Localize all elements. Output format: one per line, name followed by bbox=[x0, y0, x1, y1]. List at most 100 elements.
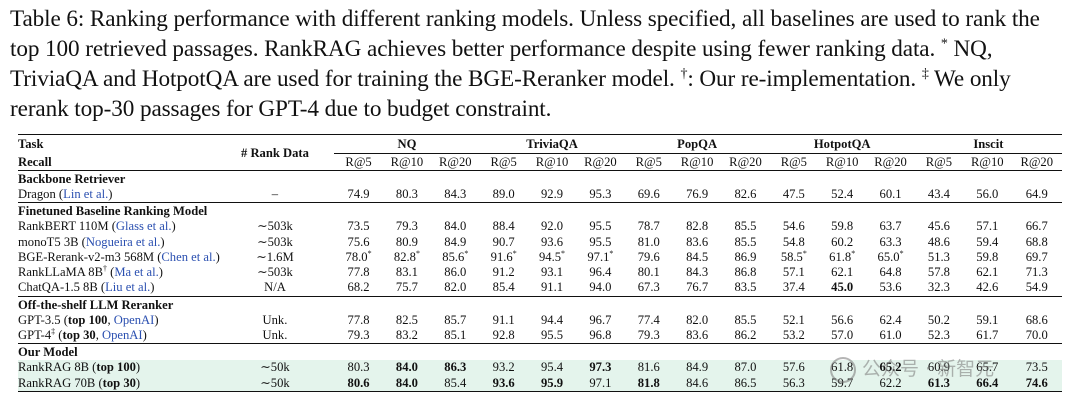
metric-header: R@20 bbox=[439, 155, 472, 169]
recall-value-cell: 54.6 bbox=[782, 219, 805, 234]
recall-value-cell: 52.4 bbox=[831, 187, 854, 201]
header-row-datasets: Task # Rank Data NQ TriviaQA PopQA Hotpo… bbox=[18, 134, 1062, 160]
caption-label: Table 6: bbox=[10, 6, 85, 32]
section-title: Our Model bbox=[18, 343, 1062, 361]
recall-value-cell: 56.6 bbox=[831, 312, 854, 327]
recall-value-cell: 79.3 bbox=[347, 328, 370, 343]
recall-value-cell: 93.1 bbox=[541, 265, 564, 280]
recall-value-cell: 56.3 bbox=[769, 375, 819, 392]
recall-value-cell: 84.9 bbox=[444, 234, 467, 249]
recall-value-cell: 78.0* bbox=[345, 248, 372, 264]
recall-value-cell: 73.5 bbox=[347, 219, 370, 234]
recall-value-cell: 68.2 bbox=[347, 280, 370, 295]
recall-value-cell: 77.8 bbox=[347, 265, 370, 280]
recall-value-cell: 57.1 bbox=[976, 219, 999, 234]
recall-value-cell: 85.5 bbox=[734, 312, 757, 327]
citation-link[interactable]: Ma et al. bbox=[114, 265, 159, 280]
table-row: GPT-4‡ (top 30, OpenAI) Unk. 79.3 83.2 85.1 9… bbox=[18, 327, 1062, 344]
table-row: Dragon (Lin et al.) – 74.9 80.3 84.3 89.0 92.9… bbox=[18, 187, 1062, 203]
model-name-cell: BGE-Rerank-v2-m3 568M (Chen et al.) bbox=[18, 249, 220, 264]
recall-value-cell: 59.8 bbox=[976, 249, 999, 264]
watermark: 公众号 · 新智元 bbox=[830, 354, 994, 383]
metric-header: R@5 bbox=[780, 155, 807, 169]
metric-header: R@20 bbox=[729, 155, 762, 169]
recall-value-cell: 83.5 bbox=[734, 280, 757, 295]
recall-value-cell: 57.1 bbox=[782, 265, 805, 280]
recall-value-cell: 83.6 bbox=[686, 328, 709, 343]
recall-value-cell: 76.9 bbox=[686, 187, 709, 201]
recall-value-cell: 94.0 bbox=[589, 280, 612, 295]
recall-value-cell: 93.6 bbox=[541, 234, 564, 249]
recall-value-cell: 95.3 bbox=[589, 187, 612, 201]
recall-value-cell: 91.2 bbox=[492, 265, 515, 280]
metric-header: R@20 bbox=[874, 155, 907, 169]
citation-link[interactable]: Lin et al. bbox=[63, 187, 109, 201]
table-row: RankBERT 110M (Glass et al.) ∼503k 73.5 79.… bbox=[18, 219, 1062, 234]
recall-value-cell: 82.8 bbox=[686, 219, 709, 234]
citation-link[interactable]: Liu et al. bbox=[105, 280, 151, 295]
citation-link[interactable]: Nogueira et al. bbox=[85, 234, 161, 249]
recall-value-cell: 53.2 bbox=[782, 328, 805, 343]
recall-value-cell: 85.4 bbox=[492, 280, 515, 295]
dataset-header: HotpotQA bbox=[769, 134, 915, 154]
recall-value-cell: 95.9 bbox=[527, 375, 577, 392]
rank-data-cell: ∼50k bbox=[215, 360, 335, 376]
rank-data-cell: ∼503k bbox=[257, 265, 293, 280]
recall-value-cell: 97.1 bbox=[576, 375, 625, 392]
rank-data-cell: Unk. bbox=[262, 328, 288, 343]
recall-value-cell: 68.6 bbox=[1025, 312, 1048, 327]
recall-value-cell: 61.7 bbox=[976, 328, 999, 343]
recall-value-cell: 79.6 bbox=[637, 249, 660, 264]
recall-value-cell: 54.9 bbox=[1025, 280, 1048, 295]
citation-link[interactable]: Glass et al. bbox=[115, 219, 172, 234]
recall-value-cell: 60.9 bbox=[914, 360, 964, 376]
model-name-cell: RankBERT 110M (Glass et al.) bbox=[18, 219, 176, 234]
metric-header: R@5 bbox=[345, 155, 372, 169]
metric-header: R@10 bbox=[970, 155, 1004, 169]
recall-value-cell: 84.9 bbox=[672, 360, 722, 376]
citation-link[interactable]: OpenAI bbox=[113, 312, 155, 327]
recall-value-cell: 87.0 bbox=[721, 360, 770, 376]
header-row-metrics: Recall R@5 R@10 R@20 R@5 R@10 R@20 R@5 R@10 R@20… bbox=[18, 154, 1062, 171]
table-row: RankLLaMA 8B† (Ma et al.) ∼503k 77.8 83.1 86… bbox=[18, 265, 1062, 280]
table-row: ChatQA-1.5 8B (Liu et al.) N/A 68.2 75.7 82.… bbox=[18, 280, 1062, 296]
recall-value-cell: 85.1 bbox=[444, 328, 467, 343]
recall-value-cell: 86.2 bbox=[734, 328, 757, 343]
recall-value-cell: 82.6 bbox=[734, 187, 757, 201]
recall-value-cell: 57.8 bbox=[927, 265, 950, 280]
recall-value-cell: 37.4 bbox=[782, 280, 805, 295]
rank-data-cell: ∼1.6M bbox=[256, 249, 294, 264]
recall-value-cell: 85.7 bbox=[444, 312, 467, 327]
dataset-header: Inscit bbox=[914, 134, 1062, 154]
recall-value-cell: 66.4 bbox=[963, 375, 1012, 392]
recall-value-cell: 62.2 bbox=[866, 375, 915, 392]
recall-value-cell: 81.0 bbox=[637, 234, 660, 249]
recall-value-cell: 94.4 bbox=[541, 312, 564, 327]
recall-value-cell: 97.3 bbox=[576, 360, 625, 376]
recall-value-cell: 83.6 bbox=[686, 234, 709, 249]
recall-value-cell: 53.6 bbox=[879, 280, 902, 295]
recall-value-cell: 60.1 bbox=[879, 187, 902, 201]
recall-value-cell: 92.9 bbox=[541, 187, 564, 201]
recall-value-cell: 73.5 bbox=[1011, 360, 1062, 376]
recall-value-cell: 82.8* bbox=[393, 248, 420, 264]
recall-value-cell: 77.4 bbox=[637, 312, 660, 327]
recall-value-cell: 80.9 bbox=[395, 234, 418, 249]
recall-value-cell: 69.7 bbox=[1025, 249, 1048, 264]
citation-link[interactable]: Chen et al. bbox=[161, 249, 216, 264]
recall-value-cell: 32.3 bbox=[927, 280, 950, 295]
recall-value-cell: 75.7 bbox=[395, 280, 418, 295]
recall-value-cell: 95.5 bbox=[589, 234, 612, 249]
table-caption: Table 6: Ranking performance with differ… bbox=[10, 6, 1040, 122]
recall-value-cell: 86.5 bbox=[721, 375, 770, 392]
recall-value-cell: 80.3 bbox=[334, 360, 383, 376]
model-name-cell: ChatQA-1.5 8B (Liu et al.) bbox=[18, 280, 155, 295]
metric-header: R@10 bbox=[825, 155, 859, 169]
citation-link[interactable]: OpenAI bbox=[102, 328, 143, 343]
recall-value-cell: 81.6 bbox=[624, 360, 673, 376]
recall-value-cell: 82.0 bbox=[686, 312, 709, 327]
recall-value-cell: 59.8 bbox=[831, 219, 854, 234]
table-row: GPT-3.5 (top 100, OpenAI) Unk. 77.8 82.5 85.… bbox=[18, 313, 1062, 328]
section-header-row: Backbone Retriever bbox=[18, 170, 1062, 187]
wechat-logo-icon bbox=[830, 356, 856, 383]
